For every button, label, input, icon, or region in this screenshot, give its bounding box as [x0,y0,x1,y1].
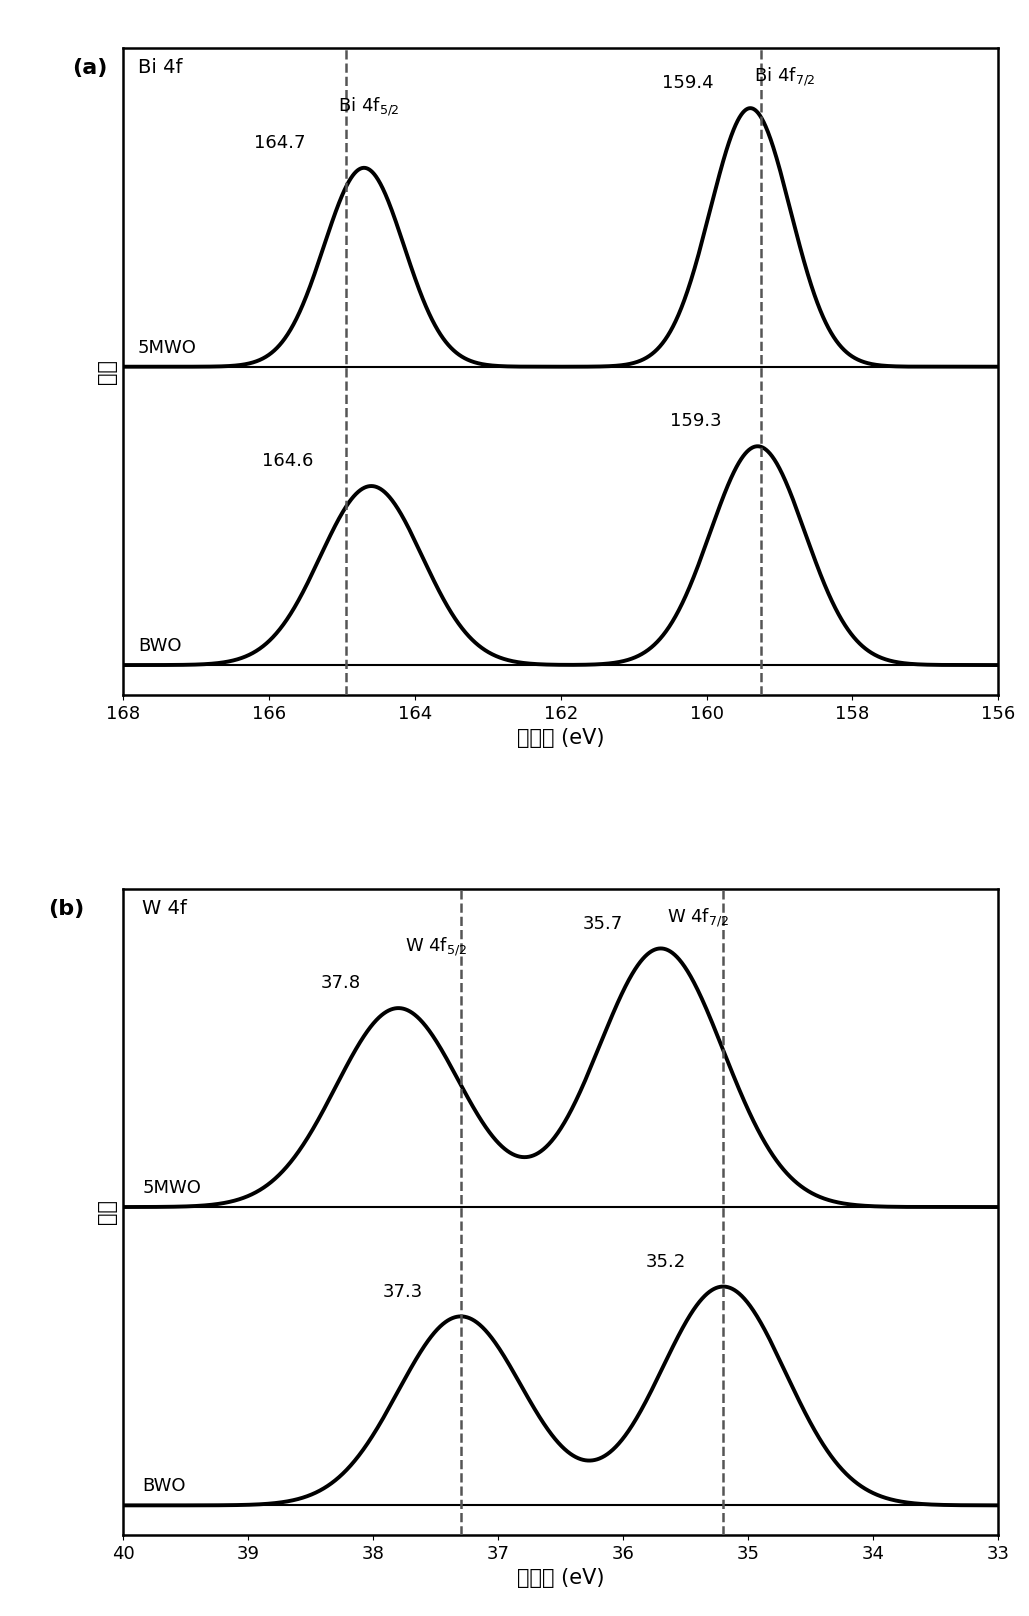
Text: Bi 4f$_{5/2}$: Bi 4f$_{5/2}$ [339,95,400,118]
Text: W 4f$_{7/2}$: W 4f$_{7/2}$ [668,907,730,929]
Text: 37.8: 37.8 [321,974,361,992]
Y-axis label: 强度: 强度 [97,1199,116,1225]
Text: 5MWO: 5MWO [138,339,197,357]
Text: 159.3: 159.3 [670,412,721,430]
Text: 37.3: 37.3 [383,1283,423,1301]
Text: BWO: BWO [142,1477,185,1495]
Text: BWO: BWO [138,637,181,654]
Text: 164.7: 164.7 [254,134,306,152]
Text: 35.7: 35.7 [583,915,624,932]
Text: Bi 4f: Bi 4f [138,58,182,78]
Text: 159.4: 159.4 [663,74,714,92]
Text: W 4f: W 4f [142,898,187,918]
Y-axis label: 强度: 强度 [97,359,116,385]
X-axis label: 结合能 (eV): 结合能 (eV) [517,729,605,748]
Text: Bi 4f$_{7/2}$: Bi 4f$_{7/2}$ [754,66,816,89]
X-axis label: 结合能 (eV): 结合能 (eV) [517,1569,605,1589]
Text: (b): (b) [48,898,84,920]
Text: 35.2: 35.2 [645,1252,685,1270]
Text: (a): (a) [72,58,108,79]
Text: W 4f$_{5/2}$: W 4f$_{5/2}$ [405,936,467,958]
Text: 5MWO: 5MWO [142,1180,201,1197]
Text: 164.6: 164.6 [261,452,313,470]
